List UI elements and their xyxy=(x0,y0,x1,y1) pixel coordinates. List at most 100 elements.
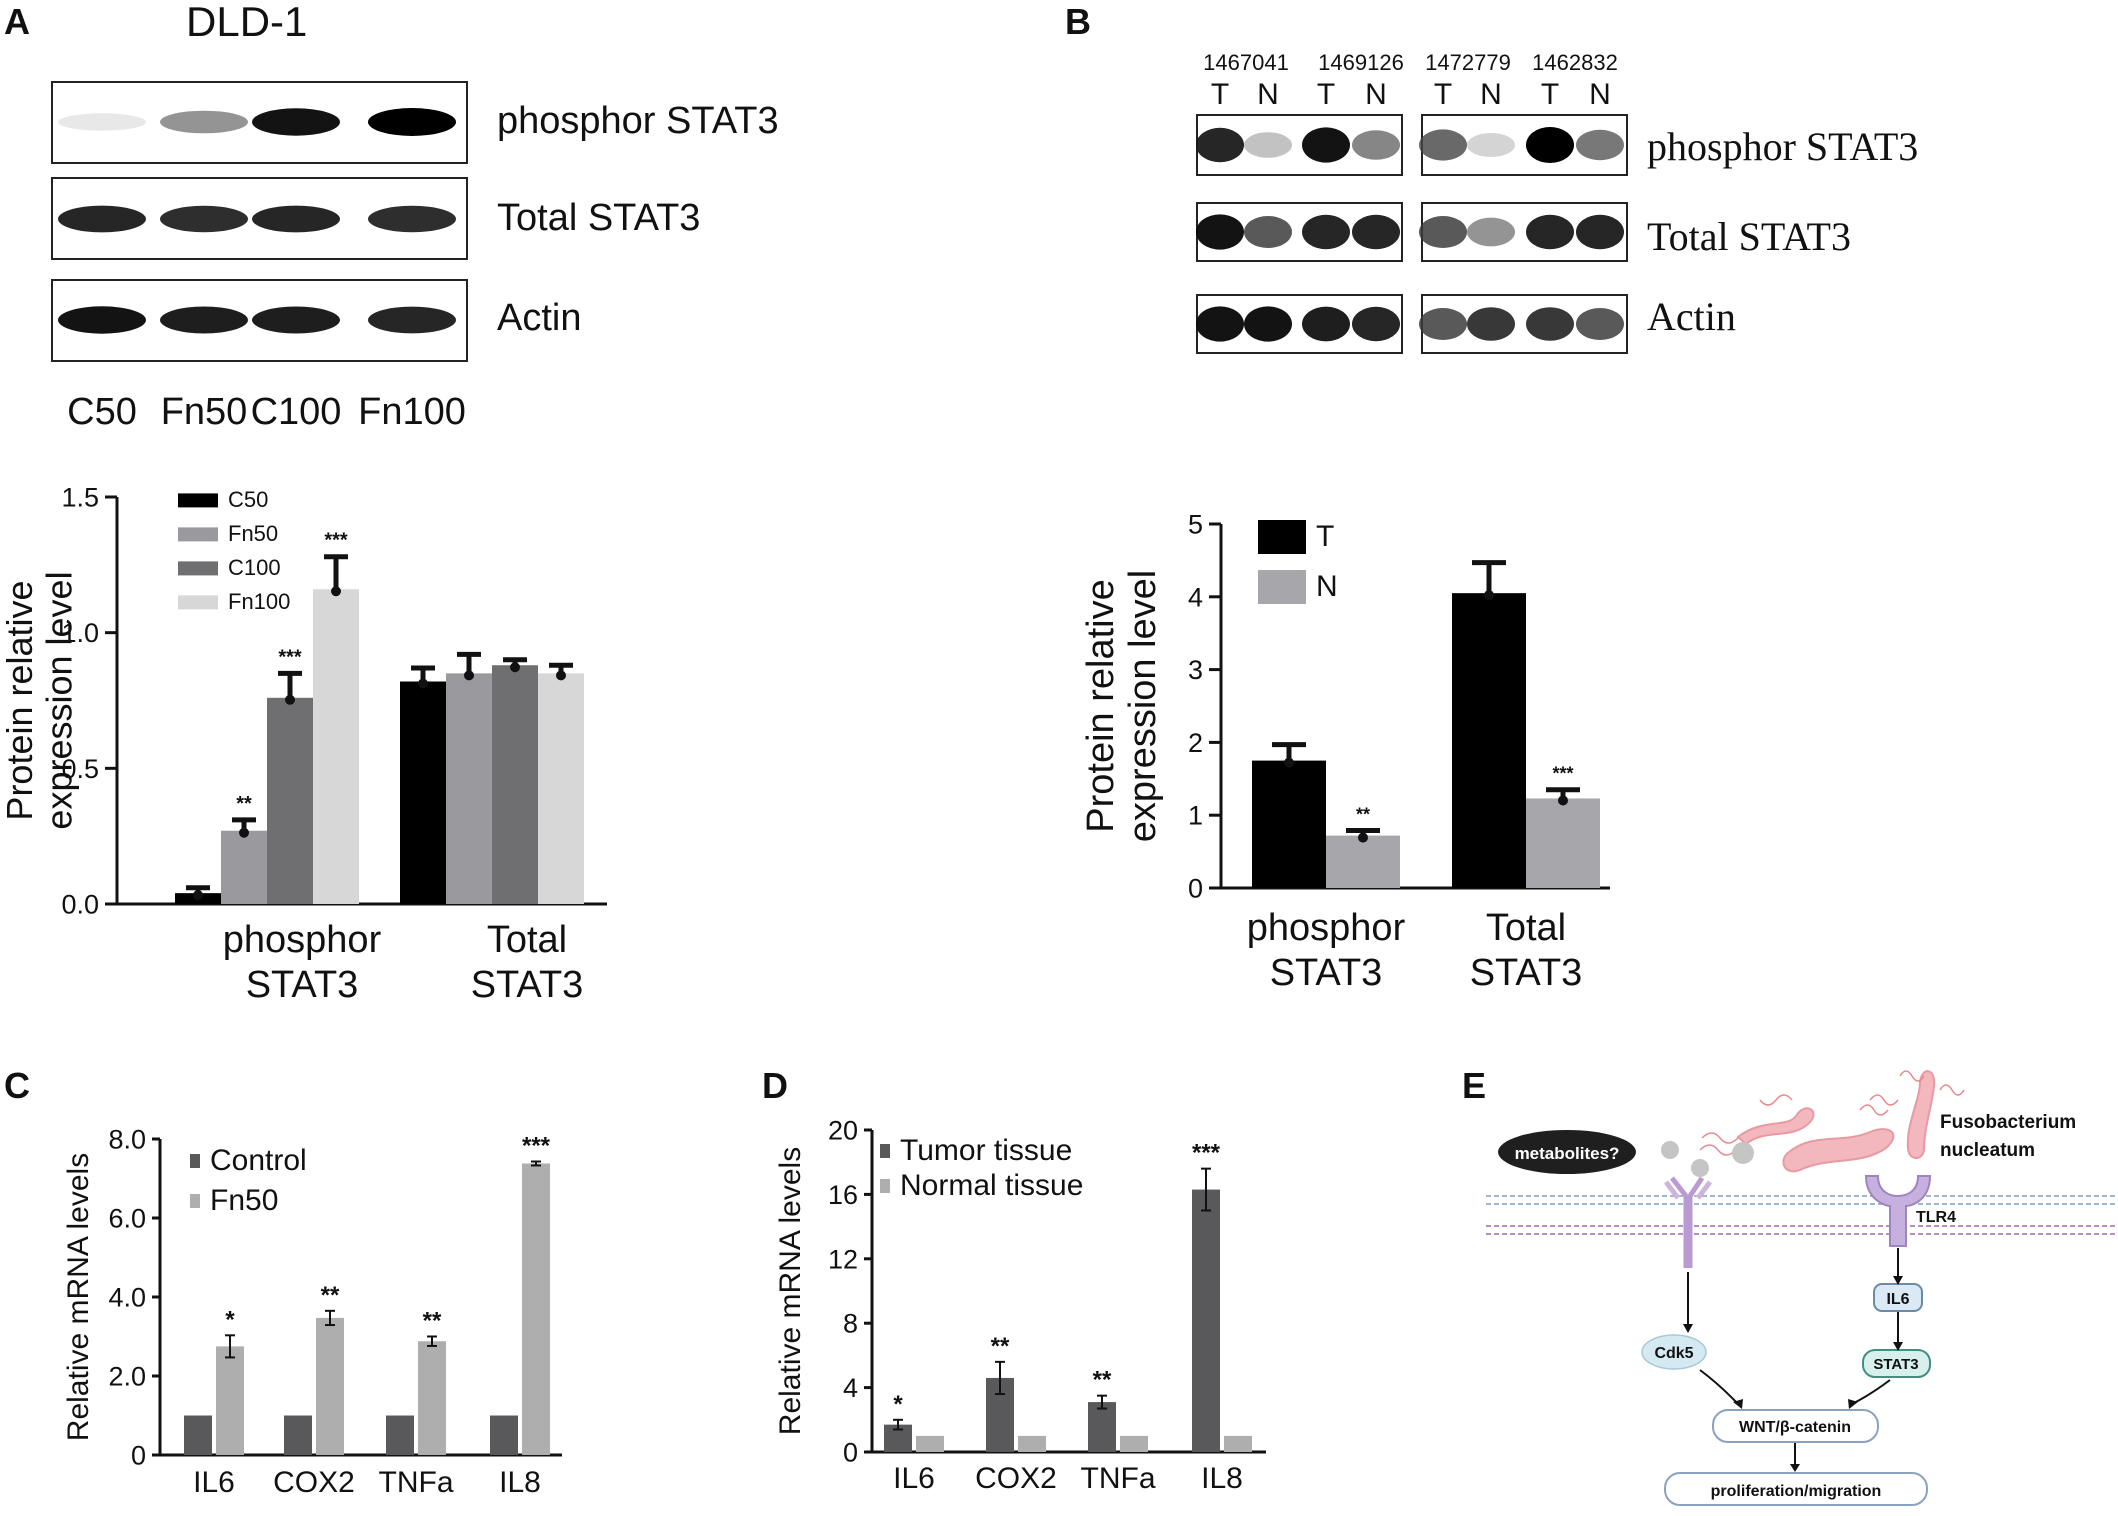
bar-tumor-tissue-tnfa xyxy=(1088,1402,1116,1452)
legend-swatch-n xyxy=(1258,570,1306,604)
node-proliferation-label: proliferation/migration xyxy=(1711,1483,1882,1500)
error-base-fn100-total-stat3 xyxy=(556,670,566,681)
bar-n-phosphor-stat3 xyxy=(1326,835,1400,888)
blot-b-band-phosphor-stat3-lane-2 xyxy=(1244,132,1292,158)
blot-a-lane-c50: C50 xyxy=(67,391,137,433)
arrow-cdk5-wnt xyxy=(1699,1369,1739,1405)
y-tick-label: 4 xyxy=(1188,582,1203,612)
metabolite-dot-2 xyxy=(1691,1159,1709,1177)
blot-b-band-actin-lane-8 xyxy=(1576,308,1624,340)
y-tick-label: 0 xyxy=(131,1440,146,1470)
blot-b-band-phosphor-stat3-lane-7 xyxy=(1526,127,1574,163)
blot-b-lane-7-t: T xyxy=(1541,78,1559,111)
bacterium-body-1 xyxy=(1736,1107,1815,1146)
x-category-label-il8: IL8 xyxy=(499,1466,541,1499)
arrowhead-wnt-right xyxy=(1848,1399,1858,1409)
bar-normal-tissue-cox2 xyxy=(1018,1435,1046,1452)
bar-fn50-tnfa xyxy=(418,1341,446,1455)
arrowhead-proliferation xyxy=(1790,1464,1800,1472)
blot-b-label-actin: Actin xyxy=(1647,294,1736,339)
bar-fn100-phosphor-stat3 xyxy=(313,589,359,904)
bar-control-il8 xyxy=(490,1415,518,1455)
error-base-n-total-stat3 xyxy=(1558,795,1568,806)
y-tick-label: 6.0 xyxy=(108,1203,146,1233)
y-axis-label: Relative mRNA levels xyxy=(774,1147,807,1435)
y-tick-label: 2.0 xyxy=(108,1361,146,1391)
sample-id-1: 1467041 xyxy=(1203,50,1289,75)
blot-a-lane-fn100: Fn100 xyxy=(358,391,466,433)
significance-fn50-phosphor-stat3: ** xyxy=(236,793,252,815)
blot-a-label-total: Total STAT3 xyxy=(497,197,700,239)
bar-normal-tissue-il8 xyxy=(1224,1435,1252,1452)
sample-id-3: 1472779 xyxy=(1425,50,1511,75)
x-category-label-phosphor-stat3: phosphor STAT3 xyxy=(223,919,382,1006)
node-proliferation xyxy=(1664,1472,1928,1506)
legend-label-c50: C50 xyxy=(228,487,268,512)
y-tick-label: 0.5 xyxy=(61,754,99,784)
node-wnt-label: WNT/β-catenin xyxy=(1739,1419,1851,1436)
legend-swatch-fn100 xyxy=(178,595,218,610)
blot-b-band-total-stat3-lane-1 xyxy=(1196,214,1244,250)
x-category-label-tnfa: TNFa xyxy=(379,1466,454,1499)
blot-a-band-phosphor-stat3-fn50 xyxy=(160,110,248,134)
bacterium-flagella xyxy=(1699,1070,1965,1156)
error-base-fn100-phosphor-stat3 xyxy=(331,586,341,597)
y-tick-label: 12 xyxy=(828,1244,858,1274)
blot-b-lane-1-t: T xyxy=(1211,78,1229,111)
significance-n-total-stat3: *** xyxy=(1552,764,1573,784)
y-tick-label: 8 xyxy=(843,1309,858,1339)
blot-a-band-actin-fn50 xyxy=(160,306,248,334)
blot-a-band-total-stat3-c100 xyxy=(252,205,340,233)
y-tick-label: 0.0 xyxy=(61,889,99,919)
x-category-label-il6: IL6 xyxy=(893,1462,935,1495)
x-category-label-cox2: COX2 xyxy=(273,1466,355,1499)
blot-a-band-total-stat3-fn50 xyxy=(160,205,248,233)
node-cdk5-label: Cdk5 xyxy=(1654,1345,1693,1362)
y-axis-label: expression level xyxy=(39,571,80,829)
significance-n-phosphor-stat3: ** xyxy=(1356,804,1370,824)
tlr4-receptor: TLR4 xyxy=(1864,1175,1956,1247)
legend-label-tumor-tissue: Tumor tissue xyxy=(900,1134,1072,1167)
legend-swatch-control xyxy=(190,1154,200,1168)
blot-b-lane-3-t: T xyxy=(1317,78,1335,111)
error-base-fn50-total-stat3 xyxy=(464,670,474,681)
blot-a-band-phosphor-stat3-fn100 xyxy=(368,108,456,136)
metabolite-dot-1 xyxy=(1661,1141,1679,1159)
blot-b-band-actin-lane-2 xyxy=(1244,306,1292,342)
blot-a-band-actin-c50 xyxy=(58,306,146,334)
x-category-label-total-stat3: Total STAT3 xyxy=(1470,907,1583,994)
blot-b-lane-2-n: N xyxy=(1257,78,1279,111)
y-axis-label: expression level xyxy=(1122,570,1164,842)
cell-line-title: DLD-1 xyxy=(186,0,307,45)
y-tick-label: 4 xyxy=(843,1373,858,1403)
blot-b-band-total-stat3-lane-4 xyxy=(1352,214,1400,250)
blot-b-lane-8-n: N xyxy=(1589,78,1611,111)
blot-b-band-total-stat3-lane-8 xyxy=(1576,214,1624,250)
bacterium-body-2 xyxy=(1782,1128,1895,1173)
significance-c100-phosphor-stat3: *** xyxy=(278,646,302,668)
blot-b-band-actin-lane-4 xyxy=(1352,306,1400,342)
legend-swatch-fn50 xyxy=(190,1194,200,1208)
blot-a-band-phosphor-stat3-c50 xyxy=(58,113,146,131)
bar-fn50-il8 xyxy=(522,1163,550,1455)
blot-b-label-total: Total STAT3 xyxy=(1647,214,1851,259)
tlr4-shape xyxy=(1864,1175,1932,1247)
arrow-heads xyxy=(1683,1276,1903,1472)
error-base-c50-total-stat3 xyxy=(418,678,428,689)
legend-label-t: T xyxy=(1316,520,1334,553)
error-base-n-phosphor-stat3 xyxy=(1358,832,1368,843)
y-axis-label: Protein relative xyxy=(0,580,40,820)
chart-c-mrna: 0 2.0 4.0 6.0 8.0 Relative mRNA levels * IL6 ** C… xyxy=(62,1124,562,1499)
legend-swatch-tumor-tissue xyxy=(880,1144,890,1158)
bar-fn50-il6 xyxy=(216,1346,244,1455)
error-base-t-total-stat3 xyxy=(1484,590,1494,601)
significance-fn100-phosphor-stat3: *** xyxy=(324,530,348,552)
significance-fn50-il8: *** xyxy=(522,1133,551,1160)
node-stat3 xyxy=(1862,1349,1931,1378)
blot-b-band-total-stat3-lane-3 xyxy=(1302,214,1350,250)
arrowhead-wnt-left xyxy=(1733,1399,1743,1409)
y-tick-label: 2 xyxy=(1188,728,1203,758)
arrowhead-cdk5 xyxy=(1683,1324,1693,1333)
blot-b-band-phosphor-stat3-lane-1 xyxy=(1196,127,1244,163)
node-cdk5 xyxy=(1641,1334,1707,1370)
